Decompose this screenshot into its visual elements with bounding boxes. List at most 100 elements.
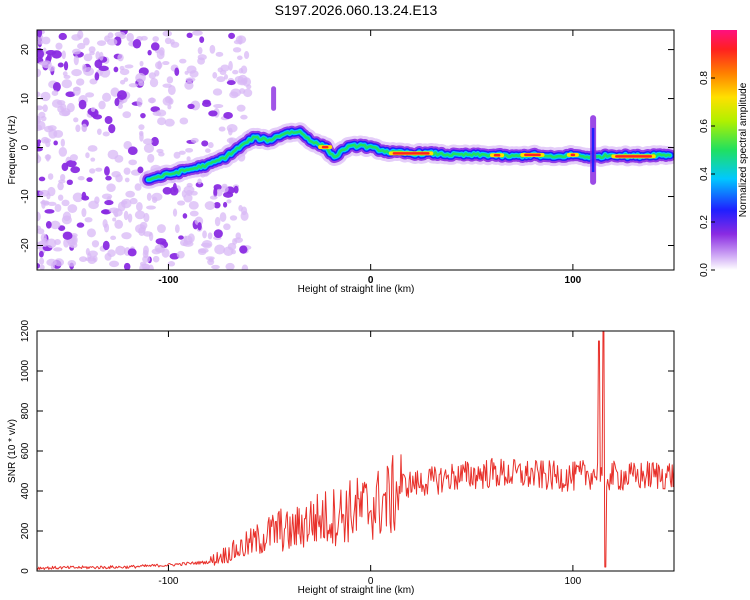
- noise-blob: [83, 53, 93, 62]
- noise-blob: [209, 44, 216, 54]
- noise-blob: [75, 78, 85, 86]
- noise-blob: [213, 201, 221, 209]
- snr-ytick-label: 200: [20, 522, 31, 539]
- noise-blob: [136, 97, 143, 108]
- noise-blob: [180, 239, 189, 247]
- noise-blob: [81, 191, 87, 200]
- spectrogram-xtick-label: -100: [158, 275, 178, 286]
- snr-ylabel: SNR (10 * v/v): [7, 419, 18, 483]
- noise-blob: [223, 112, 233, 119]
- noise-blob: [179, 117, 189, 125]
- noise-blob: [114, 97, 120, 107]
- noise-blob: [211, 264, 220, 270]
- noise-blob: [164, 37, 172, 45]
- noise-blob: [230, 88, 242, 97]
- noise-blob: [90, 157, 96, 162]
- noise-blob: [212, 88, 223, 96]
- noise-blob: [225, 262, 235, 270]
- noise-blob: [73, 117, 79, 123]
- noise-blob: [72, 48, 81, 55]
- noise-blob: [96, 40, 107, 46]
- noise-blob: [156, 224, 166, 234]
- noise-blob: [37, 105, 44, 111]
- noise-blob: [236, 104, 246, 112]
- noise-blob: [44, 209, 55, 214]
- noise-blob: [138, 124, 145, 130]
- noise-blob: [232, 69, 239, 75]
- noise-blob: [40, 115, 47, 122]
- noise-blob: [114, 219, 124, 229]
- noise-blob: [115, 174, 123, 183]
- noise-blob: [212, 72, 218, 79]
- noise-blob: [178, 235, 184, 240]
- noise-blob: [121, 232, 132, 240]
- noise-blob: [223, 223, 231, 231]
- noise-blob: [72, 86, 81, 91]
- noise-blob: [39, 264, 45, 270]
- noise-blob: [223, 201, 228, 208]
- noise-blob: [213, 103, 224, 109]
- noise-blob: [41, 36, 51, 45]
- noise-blob: [215, 51, 224, 57]
- noise-blob: [136, 202, 143, 212]
- noise-blob: [172, 208, 178, 217]
- noise-blob: [209, 195, 218, 200]
- noise-blob: [164, 95, 172, 104]
- colorbar-gradient: [711, 30, 737, 270]
- noise-blob: [186, 65, 197, 74]
- snr-ytick-label: 800: [20, 402, 31, 419]
- noise-blob: [69, 242, 78, 249]
- noise-blob: [152, 36, 159, 42]
- noise-blob: [102, 131, 110, 137]
- colorbar-tick-label: 0.2: [699, 215, 710, 229]
- noise-blob: [240, 114, 248, 120]
- noise-blob: [161, 248, 170, 258]
- spectrogram-ytick-label: 0: [20, 144, 31, 150]
- noise-blob: [39, 257, 45, 265]
- noise-blob: [155, 61, 163, 70]
- noise-blob: [104, 199, 114, 206]
- spectrogram-ylabel: Frequency (Hz): [7, 116, 18, 185]
- noise-blob: [60, 138, 66, 147]
- noise-blob: [146, 192, 152, 201]
- noise-blob: [148, 72, 157, 79]
- snr-ytick-label: 0: [20, 568, 31, 574]
- noise-blob: [216, 76, 226, 83]
- noise-blob: [57, 182, 64, 191]
- noise-blob: [87, 250, 98, 258]
- noise-blob: [104, 35, 110, 42]
- noise-blob: [167, 104, 172, 110]
- noise-blob: [88, 200, 99, 210]
- noise-blob: [104, 166, 110, 176]
- noise-blob: [243, 51, 250, 60]
- noise-blob: [102, 209, 109, 215]
- noise-blob: [124, 177, 130, 183]
- noise-blob: [58, 147, 68, 157]
- noise-blob: [122, 111, 132, 119]
- noise-blob: [77, 42, 86, 50]
- noise-blob: [62, 211, 72, 222]
- noise-blob: [127, 213, 133, 223]
- noise-blob: [150, 136, 159, 147]
- noise-blob: [37, 139, 42, 144]
- noise-blob: [239, 245, 248, 254]
- noise-blob: [61, 199, 70, 207]
- noise-blob: [232, 47, 242, 53]
- noise-blob: [121, 200, 128, 205]
- noise-blob: [82, 37, 90, 46]
- noise-blob: [177, 200, 186, 206]
- colorbar-tick-label: 0.6: [699, 119, 710, 133]
- noise-blob: [238, 205, 243, 212]
- noise-blob: [197, 57, 206, 65]
- noise-blob: [84, 217, 93, 223]
- noise-blob: [208, 110, 218, 117]
- noise-blob: [85, 152, 90, 159]
- noise-blob: [178, 150, 186, 155]
- noise-blob: [37, 91, 41, 98]
- noise-blob: [187, 103, 195, 110]
- noise-blob: [102, 92, 112, 102]
- noise-blob: [172, 182, 177, 193]
- noise-blob: [137, 166, 144, 174]
- noise-blob: [78, 99, 87, 110]
